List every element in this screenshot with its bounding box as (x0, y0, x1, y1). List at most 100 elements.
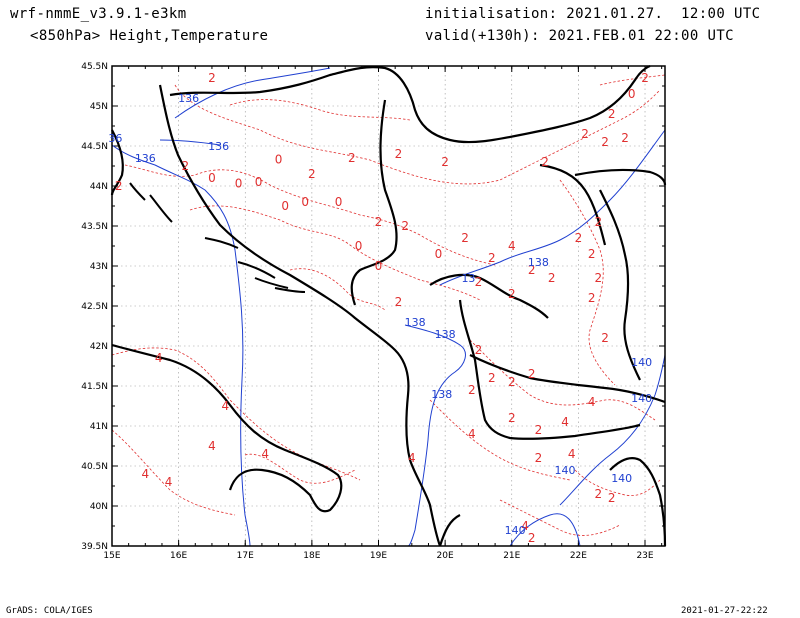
border-serbia-west (350, 99, 398, 306)
lat-tick-label: 40N (90, 502, 108, 512)
temperature-label: 2 (548, 271, 556, 285)
temperature-label: 0 (375, 259, 383, 273)
temperature-contour (559, 179, 616, 386)
lat-tick-label: 43N (90, 262, 108, 272)
lat-tick-label: 39.5N (81, 542, 108, 552)
temperature-label: 2 (115, 179, 123, 193)
temperature-label: 2 (441, 155, 449, 169)
istria-coast (110, 129, 124, 196)
temperature-label: 2 (401, 219, 409, 233)
lat-tick-label: 42N (90, 342, 108, 352)
temperature-contour (499, 499, 621, 536)
height-label: 13 (461, 272, 475, 285)
temperature-label: 4 (208, 439, 216, 453)
temperature-label: 2 (595, 271, 603, 285)
initialisation-time: initialisation: 2021.01.27. 12:00 UTC (425, 6, 761, 22)
temperature-label: 4 (165, 475, 173, 489)
temperature-contour (174, 84, 661, 185)
temperature-label: 4 (261, 447, 269, 461)
lat-tick-label: 45.5N (81, 62, 108, 72)
grads-credit: GrADS: COLA/IGES (6, 606, 93, 616)
height-contour (439, 129, 666, 286)
temperature-label: 2 (595, 487, 603, 501)
temperature-label: 2 (641, 71, 649, 85)
temperature-label: 0 (281, 199, 289, 213)
temperature-label: 4 (568, 447, 576, 461)
model-name: wrf-nmmE_v3.9.1-e3km (10, 6, 187, 22)
lon-tick-label: 19E (370, 551, 387, 561)
border-albania-macedonia (458, 299, 641, 440)
temperature-contours (111, 74, 666, 536)
temperature-label: 2 (575, 231, 583, 245)
temperature-label: 0 (235, 177, 243, 191)
valid-time: valid(+130h): 2021.FEB.01 22:00 UTC (425, 28, 735, 44)
temperature-label: 2 (595, 215, 603, 229)
plot-timestamp: 2021-01-27-22:22 (681, 606, 768, 616)
product-name: <850hPa> Height,Temperature (30, 28, 269, 44)
border-north (169, 64, 651, 144)
lon-tick-label: 22E (570, 551, 587, 561)
border-bulgaria-romania (574, 168, 667, 186)
height-contour-labels: 136 136 136 36 138 13 138 138 138 140 140 140 140 140 (108, 92, 652, 537)
temperature-label: 2 (528, 263, 536, 277)
height-label: 138 (528, 256, 549, 269)
temperature-contour (244, 453, 356, 484)
height-label: 138 (435, 328, 456, 341)
temperature-label: 2 (588, 291, 596, 305)
lat-tick-label: 42.5N (81, 302, 108, 312)
island (149, 194, 173, 223)
temperature-contour (429, 399, 571, 481)
temperature-label: 0 (301, 195, 309, 209)
temperature-label: 2 (535, 423, 543, 437)
temperature-label: 0 (355, 239, 363, 253)
lon-tick-label: 23E (636, 551, 653, 561)
temperature-label: 2 (208, 71, 216, 85)
greek-west-coast (438, 514, 461, 547)
map-frame (111, 65, 666, 547)
graticule (111, 65, 665, 547)
temperature-label: 2 (308, 167, 316, 181)
height-label: 136 (208, 140, 229, 153)
lon-tick-label: 21E (503, 551, 520, 561)
temperature-contour (111, 429, 236, 516)
temperature-label: 2 (508, 411, 516, 425)
adriatic-east-coast (158, 84, 442, 547)
lat-tick-label: 40.5N (81, 462, 108, 472)
height-label: 140 (555, 464, 576, 477)
lat-tick-label: 44.5N (81, 142, 108, 152)
height-contour (159, 139, 221, 146)
temperature-label: 4 (561, 415, 569, 429)
border-kosovo (429, 273, 549, 319)
temperature-label: 4 (141, 467, 149, 481)
lon-tick-label: 16E (170, 551, 187, 561)
height-label: 138 (431, 388, 452, 401)
height-label: 140 (611, 472, 632, 485)
temperature-label: 2 (581, 127, 589, 141)
temperature-label: 0 (435, 247, 443, 261)
temperature-label: 2 (181, 159, 189, 173)
temperature-label: 2 (601, 135, 609, 149)
temperature-label: 0 (208, 171, 216, 185)
temperature-label: 2 (395, 147, 403, 161)
lat-tick-label: 45N (90, 102, 108, 112)
lon-tick-label: 18E (303, 551, 320, 561)
temperature-label: 4 (508, 239, 516, 253)
temperature-label: 2 (475, 343, 483, 357)
temperature-label: 4 (588, 395, 596, 409)
temperature-label: 2 (468, 383, 476, 397)
temperature-label: 2 (541, 155, 549, 169)
temperature-label: 2 (608, 107, 616, 121)
island (237, 261, 276, 279)
temperature-label: 0 (275, 153, 283, 167)
lat-tick-label: 41.5N (81, 382, 108, 392)
temperature-label: 2 (608, 491, 616, 505)
height-contour (404, 324, 466, 547)
temperature-contour (599, 74, 666, 86)
temperature-label: 2 (588, 247, 596, 261)
italy-east-coast (111, 343, 343, 513)
lon-tick-label: 17E (237, 551, 254, 561)
temperature-label: 4 (408, 451, 416, 465)
island (254, 277, 289, 289)
temperature-label: 2 (348, 151, 356, 165)
